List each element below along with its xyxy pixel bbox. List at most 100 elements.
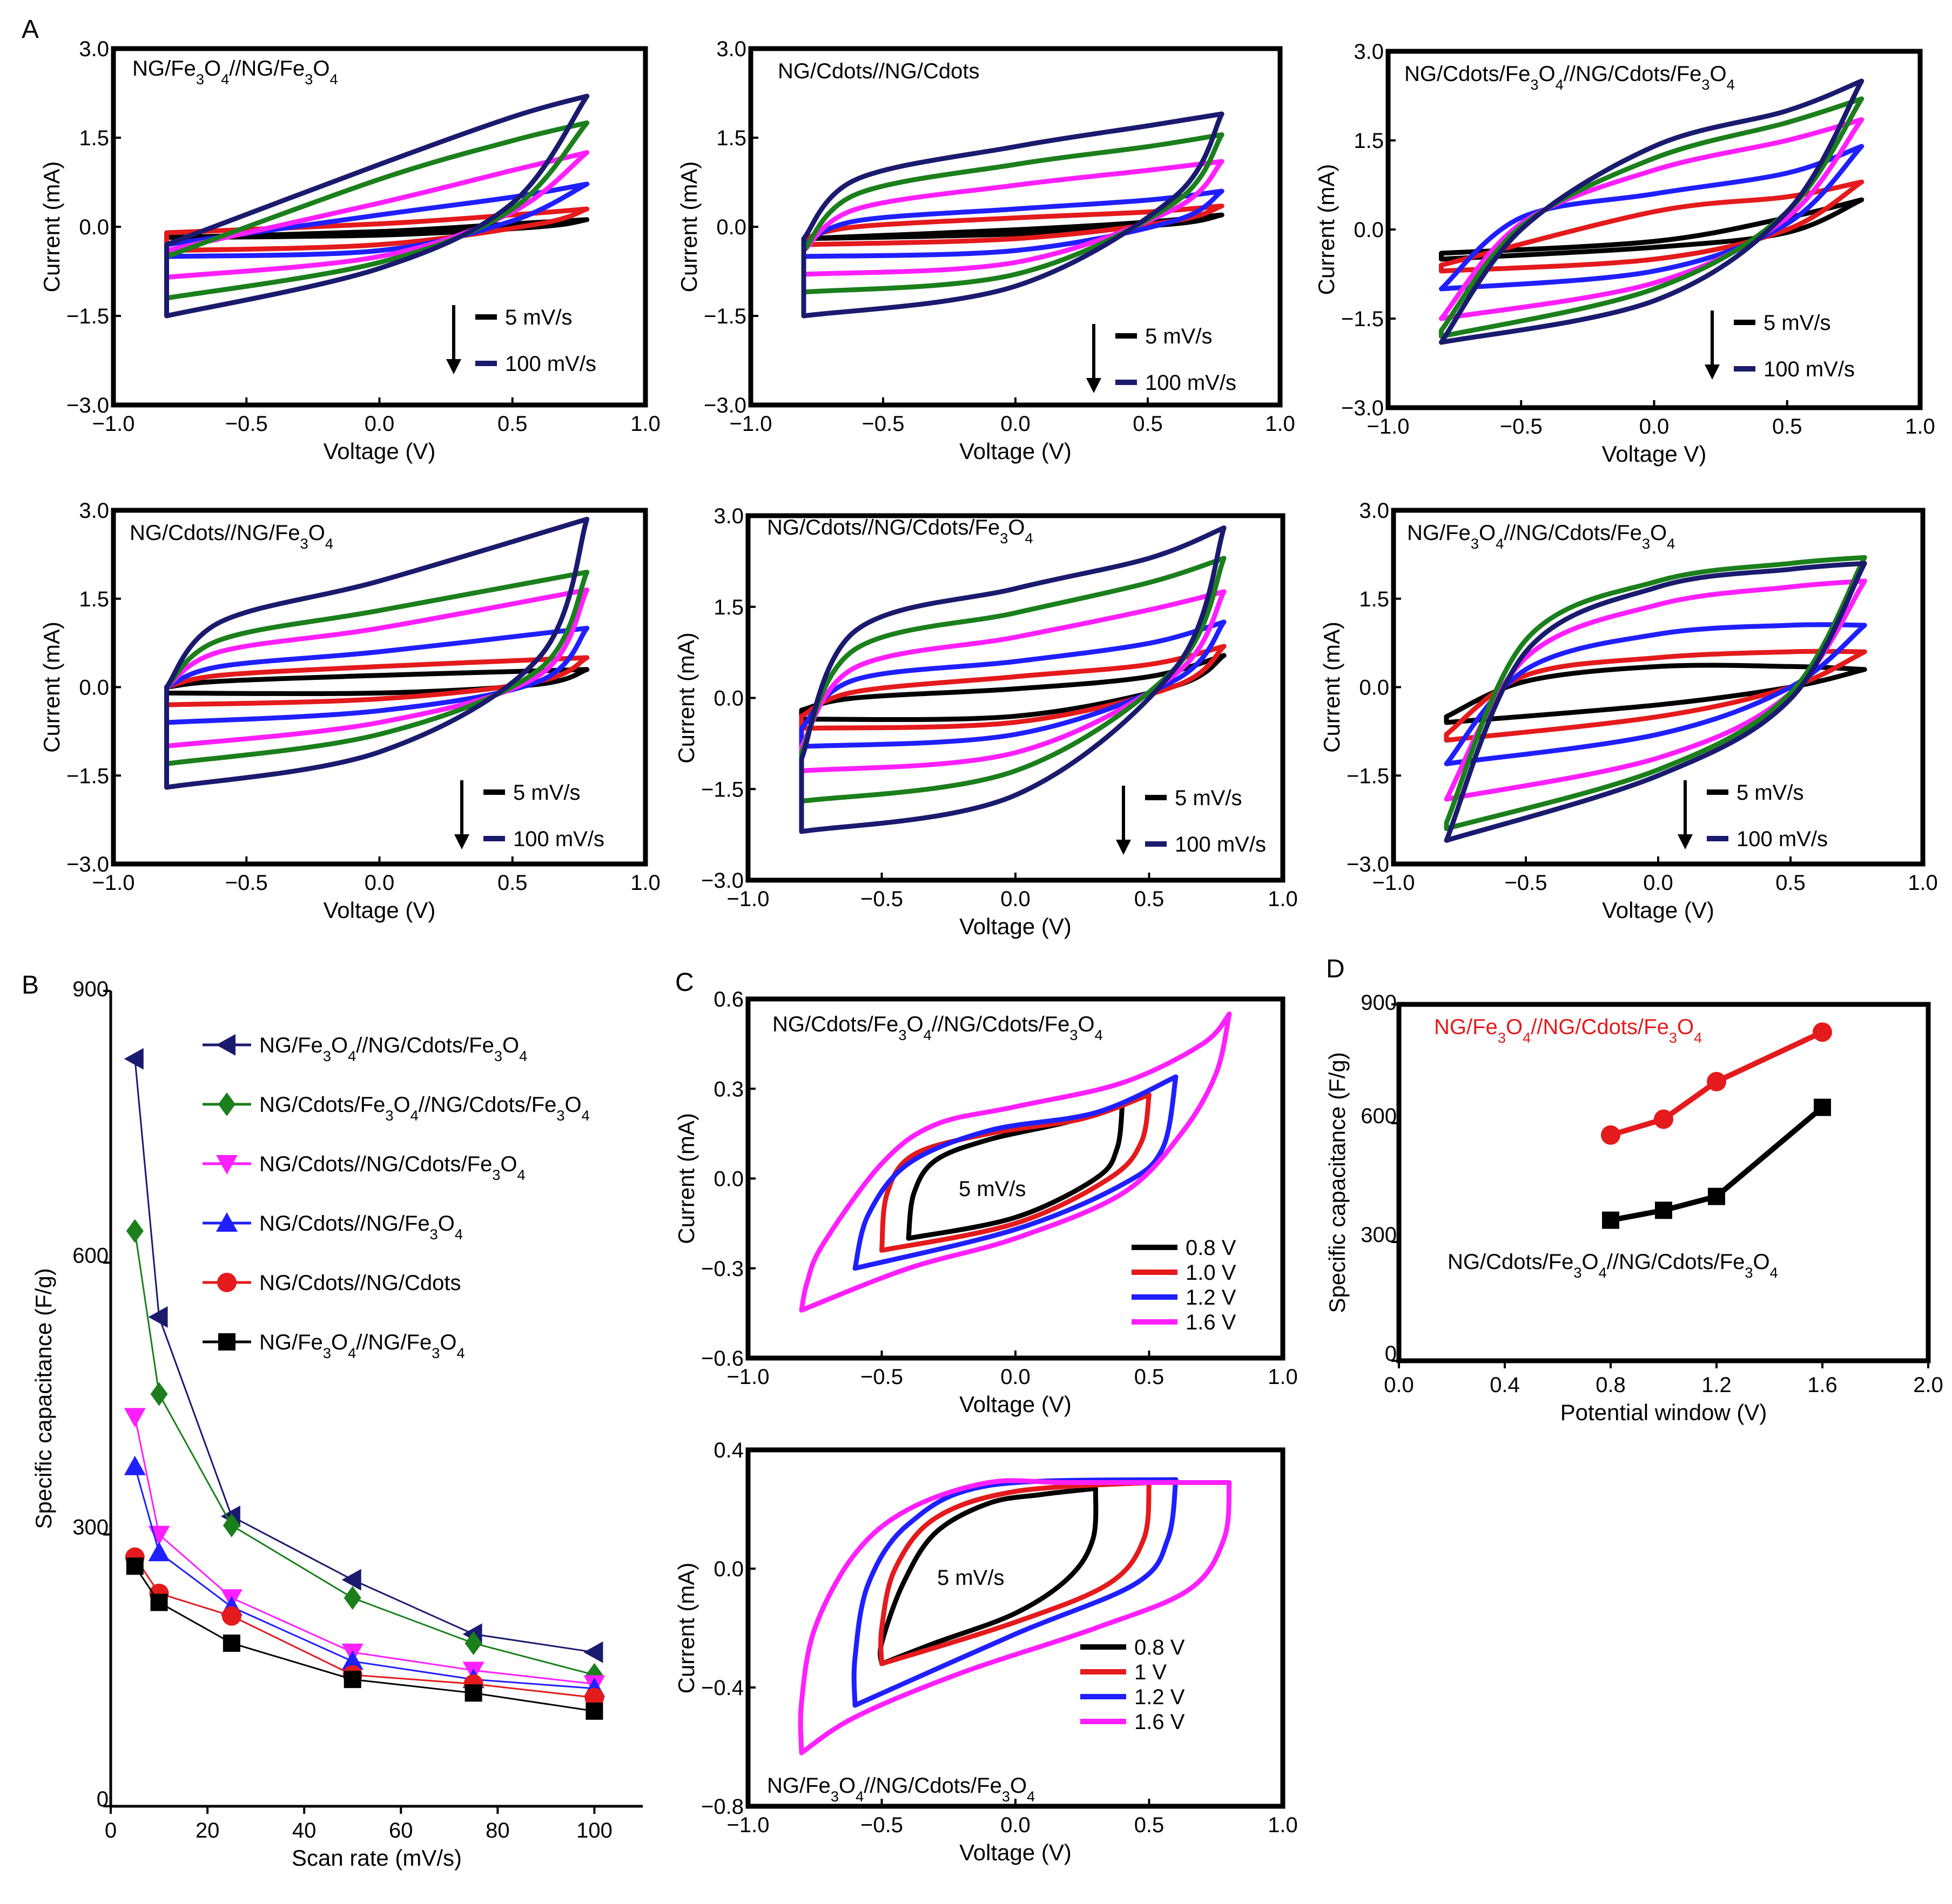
data-point [216,1212,238,1232]
subscript: 4 [1523,1029,1531,1046]
legend-label: NG/Cdots//NG/Fe3O4 [259,1212,463,1243]
panel-letter: B [22,971,39,1000]
subscript: 4 [410,1107,419,1124]
y-tick-label: 0.0 [79,676,109,700]
formula-part: //NG/ [229,57,280,80]
x-axis-label: Voltage (V) [324,438,436,464]
formula-part: NG/ [259,1034,298,1057]
y-tick-label: −1.5 [1341,307,1384,331]
x-tick-label: 1.0 [1908,871,1938,895]
x-tick-label: −0.5 [1500,415,1543,438]
series-line [134,1058,595,1653]
subscript: 3 [323,1048,331,1064]
y-tick-label: 0 [97,1787,109,1811]
y-tick-label: 0.0 [714,1167,744,1191]
subscript: 4 [325,535,333,552]
x-axis-label: Voltage (V) [959,914,1072,939]
formula-part: NG/ [132,57,171,80]
y-tick-label: 0.0 [79,215,109,239]
x-axis-label: Potential window (V) [1560,1400,1767,1425]
x-tick-label: −0.5 [862,412,905,436]
legend-label-5: 5 mV/s [1736,781,1803,805]
subscript: 3 [1745,1264,1753,1281]
formula-part: O [1677,1015,1694,1039]
y-tick-label: 0.6 [714,988,744,1011]
data-point [1814,1098,1831,1116]
subscript: 4 [1025,530,1033,546]
chart-title: NG/Fe3O4//NG/Fe3O4 [132,57,338,87]
formula-part: NG/Cdots//NG/Cdots [778,59,979,83]
series-line [134,1416,595,1685]
data-point [217,1273,237,1292]
formula-part: Fe [977,1774,1002,1798]
legend-label: 0.8 V [1186,1236,1236,1260]
y-tick-label: −1.5 [704,305,746,328]
cv-loop [164,655,590,707]
y-tick-label: 1.5 [1359,588,1389,611]
data-point [583,1641,603,1663]
x-tick-label: 0.0 [1639,415,1670,438]
formula-part: //NG/Cdots/ [1607,1250,1720,1274]
panel-letter: C [675,968,694,997]
cv-loop [164,570,590,766]
series-line [134,1466,595,1690]
plot-frame [745,1447,1285,1809]
y-tick-label: 300 [72,1516,109,1540]
y-tick-label: 3.0 [716,37,746,61]
x-tick-label: 1.0 [1268,1365,1298,1389]
formula-part: Fe [1505,62,1531,86]
y-tick-label: −3.0 [704,394,746,417]
legend-label: NG/Fe3O4//NG/Cdots/Fe3O4 [259,1034,527,1064]
y-tick-label: 0.0 [1354,218,1384,242]
formula-part: Fe [1720,1250,1745,1274]
x-tick-label: 0.5 [497,871,528,895]
formula-part: NG/Cdots/ [1404,62,1506,86]
formula-part: NG/Cdots//NG/ [259,1212,405,1235]
scan-rate-annotation: 5 mV/s [959,1177,1026,1201]
data-point [465,1684,482,1702]
legend-label-100: 100 mV/s [1145,371,1236,395]
formula-part: O [1650,521,1667,545]
formula-part: O [1753,1250,1770,1274]
x-tick-label: 1.2 [1701,1373,1732,1397]
x-axis-label: Voltage (V) [1602,897,1714,923]
x-tick-label: 0.0 [1384,1373,1414,1397]
y-tick-label: 900 [72,977,109,1001]
data-point [218,1092,235,1116]
x-tick-label: 2.0 [1913,1373,1943,1397]
cv-loop [801,111,1224,319]
data-point [223,1513,240,1537]
x-tick-label: −0.5 [860,887,903,911]
y-tick-label: 3.0 [1359,499,1389,523]
formula-part: O [1710,62,1727,86]
x-tick-label: −1.0 [92,871,135,895]
x-tick-label: 1.0 [1268,1813,1298,1837]
formula-part: O [500,1152,517,1176]
y-tick-label: 0.0 [714,687,744,711]
legend-label-100: 100 mV/s [1763,357,1855,381]
legend-label: 1.2 V [1186,1286,1236,1309]
x-tick-label: 60 [389,1819,413,1842]
x-tick-label: 80 [486,1819,510,1842]
subscript: 3 [556,1107,564,1124]
formula-part: O [394,1093,410,1117]
series-label: NG/Cdots/Fe3O4//NG/Cdots/Fe3O4 [1448,1250,1778,1281]
formula-part: O [331,1034,348,1057]
y-tick-label: 1.5 [79,588,109,611]
x-tick-label: 1.6 [1807,1373,1837,1397]
panel-letter: D [1326,955,1345,983]
formula-part: O [440,1331,456,1354]
y-tick-label: −0.8 [701,1795,744,1819]
subscript: 3 [1642,535,1650,552]
formula-part: O [1010,1774,1027,1798]
data-point [344,1586,361,1610]
formula-part: O [1506,1015,1523,1039]
data-point [584,1687,604,1707]
data-point [124,1455,146,1475]
chart-panel-4: −1.0 −0.5 0.0 0.5 1.0 −3.0 −1.5 0.0 1.5 3.0 Voltag… [674,504,1298,939]
cv-loop [799,525,1227,834]
data-point [341,1569,361,1591]
cv-loop [1444,578,1867,802]
subscript: 4 [1770,1264,1778,1281]
y-tick-label: −3.0 [1341,396,1384,420]
